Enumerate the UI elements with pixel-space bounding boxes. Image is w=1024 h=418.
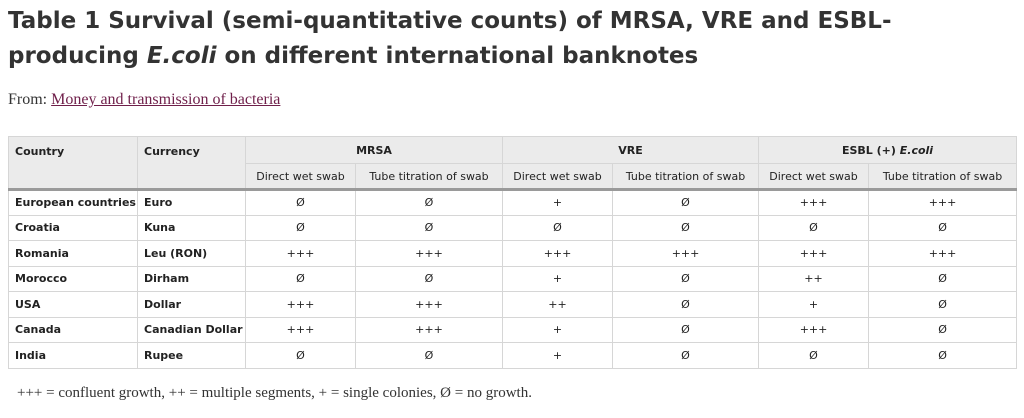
cell-currency: Kuna <box>137 214 246 241</box>
cell-value: Ø <box>502 214 614 241</box>
cell-value: +++ <box>245 291 356 318</box>
cell-country: Canada <box>8 316 138 343</box>
cell-value: Ø <box>354 342 504 369</box>
header-sub: Tube titration of swab <box>868 163 1018 191</box>
cell-value: Ø <box>868 316 1018 343</box>
cell-value: Ø <box>758 214 870 241</box>
cell-value: +++ <box>758 240 870 267</box>
cell-value: +++ <box>758 316 870 343</box>
cell-value: Ø <box>868 291 1018 318</box>
header-country: Country <box>8 136 138 191</box>
source-article-link[interactable]: Money and transmission of bacteria <box>51 91 281 108</box>
cell-currency: Leu (RON) <box>137 240 246 267</box>
source-line: From: Money and transmission of bacteria <box>8 91 280 109</box>
cell-value: +++ <box>502 240 614 267</box>
table-row: European countries Euro Ø Ø + Ø +++ +++ <box>8 189 1018 216</box>
cell-country: India <box>8 342 138 369</box>
cell-value: Ø <box>612 265 760 292</box>
cell-value: +++ <box>354 240 504 267</box>
header-group-mrsa: MRSA <box>244 136 504 164</box>
cell-country: Croatia <box>8 214 138 241</box>
header-sub: Tube titration of swab <box>354 163 504 191</box>
cell-value: Ø <box>868 342 1018 369</box>
cell-value: Ø <box>245 265 356 292</box>
table-footnote: +++ = confluent growth, ++ = multiple se… <box>17 385 532 401</box>
cell-value: +++ <box>868 189 1018 216</box>
header-group-esbl-text: ESBL (+) <box>841 143 900 157</box>
cell-value: Ø <box>612 214 760 241</box>
header-group-esbl: ESBL (+) E.coli <box>758 136 1018 164</box>
cell-currency: Rupee <box>137 342 246 369</box>
cell-value: Ø <box>612 291 760 318</box>
cell-value: Ø <box>245 214 356 241</box>
cell-value: ++ <box>758 265 870 292</box>
results-table: Country Currency MRSA VRE ESBL (+) E.col… <box>8 136 1018 369</box>
cell-value: + <box>758 291 870 318</box>
cell-currency: Euro <box>137 189 246 216</box>
cell-value: Ø <box>868 214 1018 241</box>
source-label: From: <box>8 91 52 108</box>
table-row: Canada Canadian Dollar +++ +++ + Ø +++ Ø <box>8 316 1018 343</box>
cell-value: +++ <box>245 240 356 267</box>
cell-value: + <box>502 342 614 369</box>
table-title-italic: E.coli <box>146 43 217 69</box>
cell-value: +++ <box>758 189 870 216</box>
cell-value: Ø <box>758 342 870 369</box>
cell-value: Ø <box>245 189 356 216</box>
table-row: Morocco Dirham Ø Ø + Ø ++ Ø <box>8 265 1018 292</box>
cell-value: +++ <box>354 316 504 343</box>
cell-value: + <box>502 189 614 216</box>
cell-value: +++ <box>868 240 1018 267</box>
cell-value: Ø <box>245 342 356 369</box>
cell-value: Ø <box>354 189 504 216</box>
cell-value: +++ <box>245 316 356 343</box>
table-row: USA Dollar +++ +++ ++ Ø + Ø <box>8 291 1018 318</box>
cell-value: Ø <box>868 265 1018 292</box>
table-row: Croatia Kuna Ø Ø Ø Ø Ø Ø <box>8 214 1018 241</box>
table-row: Romania Leu (RON) +++ +++ +++ +++ +++ ++… <box>8 240 1018 267</box>
cell-country: Morocco <box>8 265 138 292</box>
table-title-end: on different international banknotes <box>216 43 699 69</box>
table-title-text: Table 1 Survival (semi-quantitative coun… <box>8 8 892 69</box>
header-group-vre: VRE <box>502 136 760 164</box>
cell-value: + <box>502 316 614 343</box>
cell-value: ++ <box>502 291 614 318</box>
header-sub: Direct wet swab <box>758 163 870 191</box>
cell-value: + <box>502 265 614 292</box>
cell-value: Ø <box>612 189 760 216</box>
cell-value: Ø <box>354 214 504 241</box>
cell-country: European countries <box>8 189 138 216</box>
table-title: Table 1 Survival (semi-quantitative coun… <box>8 4 1008 74</box>
cell-value: +++ <box>612 240 760 267</box>
header-sub: Direct wet swab <box>502 163 614 191</box>
cell-value: Ø <box>354 265 504 292</box>
table-row: India Rupee Ø Ø + Ø Ø Ø <box>8 342 1018 369</box>
cell-country: Romania <box>8 240 138 267</box>
table-body: European countries Euro Ø Ø + Ø +++ +++ … <box>8 189 1018 369</box>
header-group-esbl-italic: E.coli <box>899 143 934 157</box>
cell-currency: Dirham <box>137 265 246 292</box>
header-sub: Direct wet swab <box>245 163 356 191</box>
cell-country: USA <box>8 291 138 318</box>
results-table-container: Country Currency MRSA VRE ESBL (+) E.col… <box>8 136 1018 369</box>
cell-currency: Canadian Dollar <box>137 316 246 343</box>
header-sub: Tube titration of swab <box>612 163 760 191</box>
cell-value: Ø <box>612 342 760 369</box>
cell-currency: Dollar <box>137 291 246 318</box>
cell-value: Ø <box>612 316 760 343</box>
header-currency: Currency <box>137 136 246 191</box>
cell-value: +++ <box>354 291 504 318</box>
